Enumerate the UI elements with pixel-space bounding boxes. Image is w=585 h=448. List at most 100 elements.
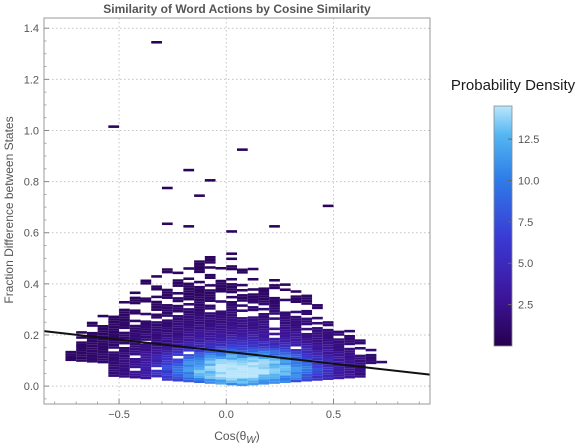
density-bin — [108, 330, 120, 334]
density-bin — [204, 327, 216, 331]
density-bin — [247, 377, 259, 381]
density-bin — [129, 357, 141, 361]
density-bin — [161, 352, 173, 356]
density-bin — [237, 340, 248, 343]
density-bin — [312, 344, 323, 348]
density-bin — [215, 361, 227, 365]
density-bin — [322, 367, 334, 370]
density-bin — [151, 303, 162, 306]
density-bin — [161, 291, 173, 294]
density-bin — [204, 381, 216, 384]
density-bin — [322, 354, 334, 357]
density-bin — [354, 341, 366, 345]
density-bin — [140, 279, 152, 283]
density-bin — [204, 179, 216, 182]
density-bin — [237, 296, 248, 300]
density-bin — [237, 332, 248, 335]
density-bin — [226, 329, 237, 332]
density-bin — [258, 371, 270, 375]
density-bin — [215, 310, 227, 313]
density-bin — [247, 367, 259, 371]
density-bin — [215, 341, 227, 344]
density-bin — [194, 194, 205, 197]
density-bin — [237, 317, 248, 320]
density-bin — [215, 376, 227, 380]
density-bin — [76, 331, 87, 334]
density-bin — [344, 352, 355, 356]
density-bin — [333, 338, 345, 341]
density-bin — [226, 344, 237, 347]
density-bin — [269, 327, 280, 331]
density-bin — [172, 353, 184, 356]
density-bin — [279, 339, 291, 343]
density-bin — [194, 331, 205, 335]
density-bin — [301, 363, 313, 367]
density-bin — [204, 291, 216, 295]
density-bin — [215, 338, 227, 342]
density-bin — [312, 375, 323, 379]
density-bin — [226, 311, 237, 314]
density-bin — [151, 359, 162, 363]
density-bin — [247, 321, 259, 324]
density-bin — [140, 374, 152, 377]
density-bin — [247, 344, 259, 347]
density-bin — [194, 306, 205, 309]
density-bin — [172, 363, 184, 367]
density-bin — [279, 314, 291, 317]
density-bin — [108, 359, 120, 362]
density-bin — [290, 331, 302, 334]
density-bin — [258, 287, 270, 290]
density-bin — [290, 338, 302, 342]
density-bin — [119, 300, 130, 304]
density-bin — [237, 378, 248, 381]
density-bin — [108, 369, 120, 372]
density-bin — [312, 321, 323, 325]
density-bin — [354, 362, 366, 365]
density-bin — [247, 370, 259, 373]
density-bin — [140, 320, 152, 323]
density-bin — [183, 341, 195, 344]
density-bin — [301, 353, 313, 356]
density-bin — [237, 327, 248, 330]
density-bin — [226, 316, 237, 319]
density-bin — [226, 318, 237, 322]
density-bin — [226, 364, 237, 368]
density-bin — [140, 363, 152, 367]
density-bin — [215, 279, 227, 283]
density-bin — [247, 334, 259, 337]
density-bin — [226, 326, 237, 330]
density-bin — [172, 368, 184, 372]
fit-line-group — [43, 330, 431, 376]
density-bin — [226, 352, 237, 355]
density-bin — [86, 342, 98, 345]
density-bin — [140, 366, 152, 369]
density-bin — [279, 319, 291, 322]
density-bin — [161, 314, 173, 317]
density-bin — [279, 352, 291, 355]
density-bin — [247, 339, 259, 342]
density-bin — [279, 331, 291, 335]
density-bin — [344, 334, 355, 338]
density-bin — [290, 374, 302, 378]
density-bin — [258, 297, 270, 301]
density-bin — [344, 360, 355, 364]
density-bin — [237, 370, 248, 374]
density-bin — [194, 291, 205, 294]
density-bin — [333, 356, 345, 359]
density-bin — [151, 323, 162, 327]
density-bin — [301, 320, 313, 323]
density-bin — [258, 333, 270, 337]
density-bin — [65, 355, 77, 359]
density-bin — [140, 330, 152, 334]
density-bin — [279, 283, 291, 286]
density-bin — [376, 360, 388, 364]
density-bin — [258, 361, 270, 365]
density-bin — [97, 353, 109, 356]
density-bin — [183, 290, 195, 293]
colorbar — [493, 105, 513, 347]
density-bin — [172, 284, 184, 287]
density-bin — [151, 316, 162, 319]
density-bin — [279, 377, 291, 381]
density-bin — [119, 313, 130, 317]
